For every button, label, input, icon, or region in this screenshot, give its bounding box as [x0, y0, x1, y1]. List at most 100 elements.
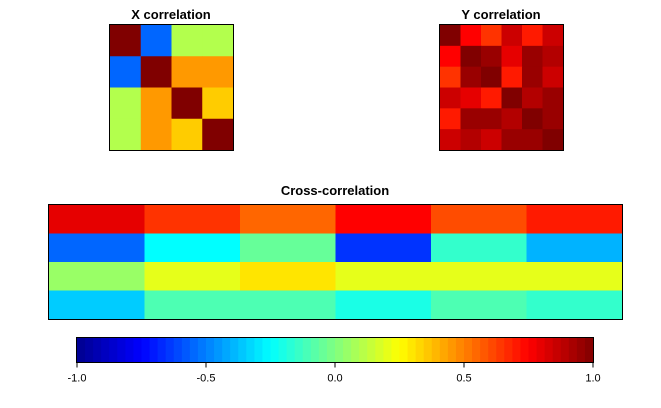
y-correlation-cell-r2-c5	[522, 45, 543, 68]
colorbar-swatch	[117, 338, 126, 362]
y-correlation-cell-r2-c4	[501, 45, 523, 68]
colorbar-swatch	[109, 338, 118, 362]
y-correlation-cell-r5-c3	[481, 108, 502, 130]
y-correlation-cell-r6-c2	[460, 129, 482, 151]
colorbar-swatch	[101, 338, 110, 362]
cross-correlation-cell-r3-c3	[240, 262, 336, 291]
x-correlation-cell-r3-c4	[202, 87, 234, 120]
y-correlation-cell-r5-c1	[440, 108, 461, 130]
colorbar-tick-label: -1.0	[68, 373, 87, 385]
colorbar-swatch	[520, 338, 529, 362]
colorbar-swatch	[230, 338, 239, 362]
cross-correlation-title: Cross-correlation	[281, 183, 389, 198]
y-correlation-cell-r6-c5	[522, 129, 543, 151]
cross-correlation-cell-r2-c4	[335, 233, 432, 263]
colorbar-swatch	[206, 338, 215, 362]
colorbar-swatch	[133, 338, 142, 362]
cross-correlation-cell-r1-c2	[144, 205, 241, 234]
cross-correlation-cell-r1-c1	[49, 205, 145, 234]
y-correlation-cell-r4-c3	[481, 87, 502, 109]
x-correlation-cell-r1-c4	[202, 25, 234, 57]
cross-correlation-frame	[48, 204, 623, 320]
colorbar-swatch	[415, 338, 425, 362]
y-correlation-cell-r5-c6	[542, 108, 564, 130]
y-correlation-cell-r1-c5	[522, 25, 543, 47]
x-correlation-cell-r4-c2	[140, 118, 172, 151]
cross-correlation-cell-r2-c1	[49, 233, 145, 263]
colorbar-swatch	[447, 338, 457, 362]
x-correlation-cell-r4-c3	[171, 118, 203, 151]
colorbar-tick-label: 0.0	[327, 373, 342, 385]
colorbar-swatch	[310, 338, 320, 362]
colorbar-axis: -1.0 -0.5 0.0 0.5 1.0	[68, 362, 601, 385]
colorbar-swatch	[375, 338, 384, 362]
colorbar-swatch	[560, 338, 570, 362]
colorbar-swatch	[270, 338, 280, 362]
y-correlation-cell-r2-c2	[460, 45, 482, 68]
colorbar-swatch	[165, 338, 175, 362]
colorbar-swatch	[488, 338, 497, 362]
colorbar-swatch	[262, 338, 271, 362]
colorbar-swatch	[407, 338, 417, 362]
y-correlation-title: Y correlation	[461, 7, 540, 22]
x-correlation-frame	[109, 24, 234, 151]
y-correlation-cell-r3-c6	[542, 66, 564, 88]
cross-correlation-cell-r4-c5	[431, 290, 527, 320]
y-correlation-cell-r3-c3	[481, 66, 502, 88]
colorbar-swatch	[399, 338, 409, 362]
colorbar-swatch	[149, 338, 159, 362]
colorbar-swatch	[455, 338, 465, 362]
x-correlation-cell-r4-c4	[202, 118, 234, 151]
colorbar-swatch	[286, 338, 296, 362]
y-correlation-cell-r4-c2	[460, 87, 482, 109]
colorbar-swatch	[93, 338, 102, 362]
colorbar-swatch	[294, 338, 304, 362]
x-correlation-cell-r1-c2	[140, 25, 172, 57]
colorbar-swatch	[85, 338, 94, 362]
cross-correlation-heatmap	[49, 205, 623, 320]
cross-correlation-cell-r3-c6	[526, 262, 623, 291]
colorbar-swatch	[141, 338, 151, 362]
y-correlation-frame	[439, 24, 564, 151]
cross-correlation-cell-r4-c4	[335, 290, 432, 320]
x-correlation-cell-r2-c2	[140, 56, 172, 88]
cross-correlation-cell-r1-c3	[240, 205, 336, 234]
y-correlation-cell-r5-c5	[522, 108, 543, 130]
colorbar-swatch	[544, 338, 554, 362]
colorbar-swatch	[391, 338, 400, 362]
x-correlation-cell-r1-c1	[110, 25, 142, 57]
colorbar-swatch	[536, 338, 546, 362]
colorbar-swatch	[528, 338, 538, 362]
y-correlation-cell-r2-c1	[440, 45, 461, 68]
colorbar-swatch	[326, 338, 336, 362]
cross-correlation-cell-r1-c4	[335, 205, 432, 234]
colorbar-swatch	[359, 338, 368, 362]
cross-correlation-cell-r4-c3	[240, 290, 336, 320]
colorbar-swatch	[496, 338, 505, 362]
colorbar-swatch	[351, 338, 360, 362]
colorbar-swatch	[77, 338, 86, 362]
y-correlation-cell-r3-c5	[522, 66, 543, 88]
y-correlation-cell-r1-c6	[542, 25, 564, 47]
y-correlation-cell-r4-c6	[542, 87, 564, 109]
colorbar-swatch	[464, 338, 473, 362]
cross-correlation-cell-r4-c2	[144, 290, 241, 320]
y-correlation-cell-r4-c4	[501, 87, 523, 109]
y-correlation-cell-r4-c1	[440, 87, 461, 109]
x-correlation-cell-r3-c1	[110, 87, 142, 120]
colorbar-swatch	[472, 338, 481, 362]
x-correlation-heatmap	[110, 25, 234, 151]
colorbar-swatch	[302, 338, 312, 362]
y-correlation-cell-r3-c4	[501, 66, 523, 88]
colorbar-swatch	[512, 338, 521, 362]
y-correlation-cell-r3-c1	[440, 66, 461, 88]
x-correlation-cell-r2-c3	[171, 56, 203, 88]
colorbar-swatch	[238, 338, 247, 362]
cross-correlation-cell-r2-c2	[144, 233, 241, 263]
y-correlation-cell-r6-c4	[501, 129, 523, 151]
cross-correlation-cell-r3-c4	[335, 262, 432, 291]
colorbar-swatch	[214, 338, 223, 362]
x-correlation-cell-r1-c3	[171, 25, 203, 57]
y-correlation-cell-r3-c2	[460, 66, 482, 88]
